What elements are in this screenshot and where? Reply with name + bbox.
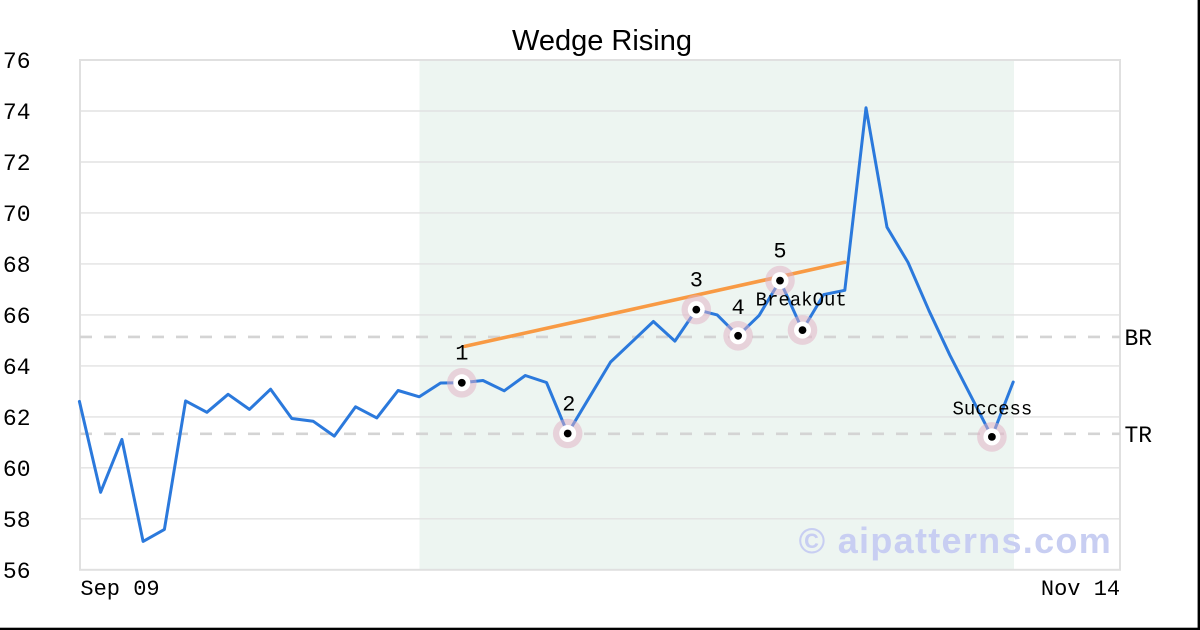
svg-text:TR: TR [1125,423,1153,449]
svg-text:74: 74 [3,100,31,126]
svg-text:76: 76 [3,49,31,75]
svg-text:BreakOut: BreakOut [756,290,847,312]
svg-text:1: 1 [455,342,468,367]
svg-text:60: 60 [3,457,31,483]
svg-text:64: 64 [3,355,31,381]
svg-text:72: 72 [3,151,31,177]
svg-text:5: 5 [773,240,786,265]
svg-text:2: 2 [562,393,575,418]
svg-text:4: 4 [731,296,744,321]
svg-text:Wedge Rising: Wedge Rising [512,25,692,57]
svg-text:68: 68 [3,253,31,279]
svg-text:56: 56 [3,559,31,585]
svg-text:58: 58 [3,508,31,534]
svg-text:62: 62 [3,406,31,432]
svg-text:Sep 09: Sep 09 [80,577,159,602]
svg-text:BR: BR [1125,326,1153,352]
svg-text:Nov 14: Nov 14 [1041,577,1120,602]
svg-text:© aipatterns.com: © aipatterns.com [799,520,1112,561]
svg-text:70: 70 [3,202,31,228]
svg-text:66: 66 [3,304,31,330]
svg-text:3: 3 [690,269,703,294]
svg-text:Success: Success [952,398,1032,420]
